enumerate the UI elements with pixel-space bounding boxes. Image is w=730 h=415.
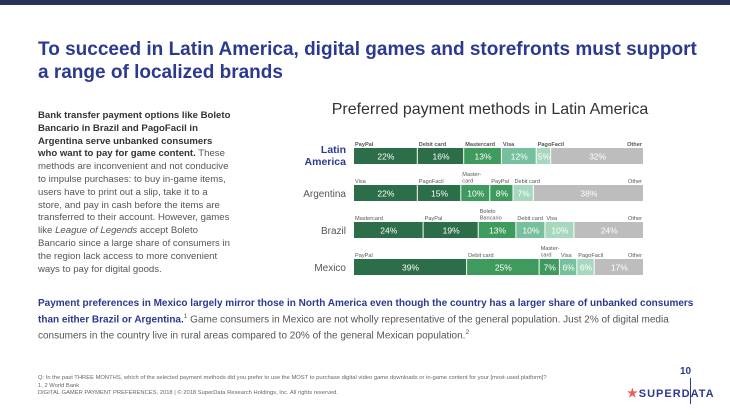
data-label: 8% <box>496 189 509 199</box>
country-label: Latin America <box>305 144 347 168</box>
bar-segment <box>533 185 643 201</box>
data-label: 7% <box>544 263 557 273</box>
method-label: Visa <box>355 179 367 185</box>
data-label: 17% <box>611 263 628 273</box>
intro-body-1: These methods are inconvenient and not c… <box>38 148 230 237</box>
method-label: PayPal <box>355 253 373 259</box>
intro-paragraph: Bank transfer payment options like Bolet… <box>38 110 234 276</box>
star-icon: ★ <box>627 386 639 400</box>
summary-lead: Payment preferences in Mexico largely mi… <box>38 298 694 326</box>
bar-segment <box>501 148 536 164</box>
footnote-ref-2: 2 <box>465 329 470 337</box>
bar-segment <box>536 148 551 164</box>
data-label: 25% <box>495 263 512 273</box>
country-label: Mexico <box>314 263 346 274</box>
bar-segment <box>354 148 417 164</box>
method-label: Debit card <box>419 142 447 148</box>
bar-segment <box>574 222 643 238</box>
intro-body-2: accept Boleto Bancario since a large sha… <box>38 225 230 275</box>
data-label: 39% <box>402 263 419 273</box>
method-label: Debit card <box>468 253 494 259</box>
method-label: Other <box>628 216 642 222</box>
bar-segment <box>467 259 539 275</box>
method-label: PagoFacil <box>419 179 444 185</box>
data-label: 19% <box>443 226 460 236</box>
method-label: PayPal <box>425 216 443 222</box>
bar-segment <box>478 222 516 238</box>
method-label: Visa <box>503 142 515 148</box>
data-label: 6% <box>580 263 593 273</box>
bar-segment <box>417 185 461 201</box>
bar-segment <box>464 148 501 164</box>
chart-title: Preferred payment methods in Latin Ameri… <box>331 101 649 118</box>
summary-paragraph: Payment preferences in Mexico largely mi… <box>38 297 698 343</box>
method-label: PayPal <box>491 179 509 185</box>
page-number: 10 <box>680 366 692 377</box>
data-label: 12% <box>511 152 528 162</box>
top-accent-bar <box>0 0 730 5</box>
data-label: 16% <box>432 152 449 162</box>
logo-text: SUPERDATA <box>638 388 715 400</box>
method-label: Mastercard <box>355 216 383 222</box>
superdata-logo: ★SUPERDATA <box>627 386 715 400</box>
footnote-source: 1, 2 World Bank <box>38 382 80 389</box>
data-label: 10% <box>467 189 484 199</box>
method-label: Other <box>627 142 643 148</box>
footnote-question: Q: In the past THREE MONTHS, which of th… <box>38 375 547 381</box>
bar-segment <box>551 148 643 164</box>
bar-segment <box>516 222 545 238</box>
bar-segment <box>354 222 423 238</box>
method-label: Other <box>628 179 642 185</box>
method-label: Boleto Bancario <box>480 209 502 222</box>
bar-segment <box>513 185 533 201</box>
data-label: 5% <box>538 152 551 162</box>
summary-body: Game consumers in Mexico are not wholly … <box>38 314 669 342</box>
footnote-copyright: DIGITAL GAMER PAYMENT PREFERENCES, 2018 … <box>38 390 338 397</box>
data-label: 7% <box>518 189 531 199</box>
data-label: 10% <box>522 226 539 236</box>
method-label: Other <box>628 253 642 259</box>
bar-segment <box>354 185 417 201</box>
method-label: Visa <box>561 253 573 259</box>
method-label: Debit card <box>517 216 543 222</box>
intro-lead: Bank transfer payment options like Bolet… <box>38 110 231 160</box>
footnotes: Q: In the past THREE MONTHS, which of th… <box>38 375 638 398</box>
page-title: To succeed in Latin America, digital gam… <box>38 39 697 83</box>
data-label: 6% <box>562 263 575 273</box>
intro-game-title: League of Legends <box>55 225 138 237</box>
footnote-ref-1: 1 <box>183 313 188 320</box>
method-label: Visa <box>546 216 558 222</box>
bar-segment <box>417 148 464 164</box>
bar-segment <box>490 185 513 201</box>
method-label: Master-card <box>541 246 560 259</box>
data-label: 13% <box>475 152 492 162</box>
data-label: 22% <box>377 189 394 199</box>
bar-segment <box>461 185 490 201</box>
method-label: Mastercard <box>465 142 495 148</box>
method-label: PagoFacil <box>538 142 565 148</box>
bar-segment <box>423 222 478 238</box>
data-label: 32% <box>589 152 606 162</box>
country-label: Argentina <box>303 189 346 200</box>
method-label: Debit card <box>515 179 541 185</box>
page-number-divider <box>690 378 691 404</box>
method-label: PayPal <box>355 142 374 148</box>
data-label: 10% <box>551 226 568 236</box>
bar-segment <box>539 259 559 275</box>
data-label: 22% <box>377 152 394 162</box>
method-label: Master-card <box>462 172 481 185</box>
method-label: PagoFacil <box>578 253 603 259</box>
data-label: 24% <box>380 226 397 236</box>
data-label: 15% <box>431 189 448 199</box>
bar-segment <box>354 259 467 275</box>
bar-segment <box>594 259 643 275</box>
data-label: 38% <box>580 189 597 199</box>
bar-segment <box>577 259 594 275</box>
data-label: 13% <box>489 226 506 236</box>
bar-segment <box>559 259 577 275</box>
country-label: Brazil <box>321 226 346 237</box>
bar-segment <box>545 222 574 238</box>
data-label: 24% <box>601 226 618 236</box>
